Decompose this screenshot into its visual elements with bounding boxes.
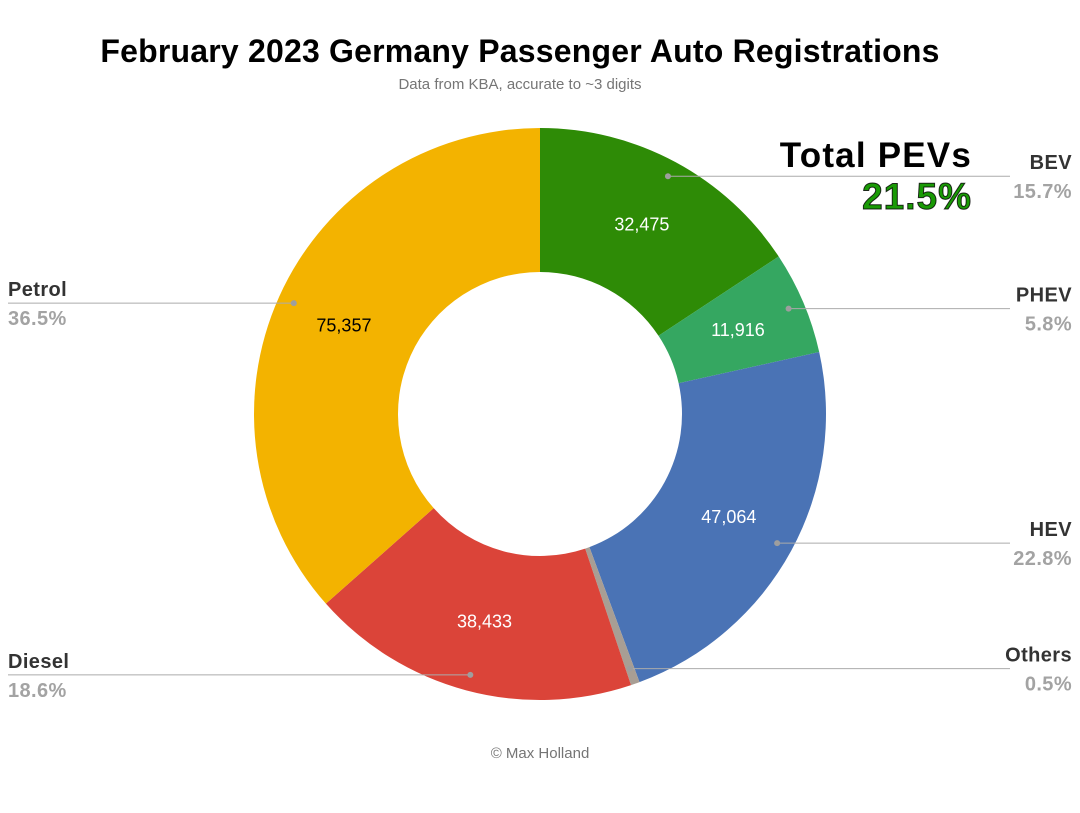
slice-petrol xyxy=(254,128,540,604)
slice-others xyxy=(585,547,640,686)
leader-dot-petrol xyxy=(290,300,297,307)
callout-pct-bev: 15.7% xyxy=(1013,181,1072,203)
leader-dot-hev xyxy=(774,540,781,547)
leader-dot-phev xyxy=(785,305,792,312)
credit-line: © Max Holland xyxy=(490,745,590,762)
total-pevs-value: 21.5% xyxy=(862,175,972,217)
callout-pct-petrol: 36.5% xyxy=(8,308,67,330)
slice-value-phev: 11,916 xyxy=(711,320,765,340)
callout-pct-others: 0.5% xyxy=(1025,674,1072,696)
callout-label-others: Others xyxy=(1005,645,1072,667)
callout-pct-diesel: 18.6% xyxy=(8,680,67,702)
callout-pct-phev: 5.8% xyxy=(1025,314,1072,336)
slice-phev xyxy=(658,256,820,384)
slice-bev xyxy=(540,128,779,336)
callout-label-hev: HEV xyxy=(1030,519,1073,541)
chart-subtitle: Data from KBA, accurate to ~3 digits xyxy=(398,76,642,93)
total-pevs-callout: Total PEVs 21.5% xyxy=(779,136,972,217)
leader-dot-bev xyxy=(664,173,671,180)
slice-value-diesel: 38,433 xyxy=(457,612,512,632)
chart-title: February 2023 Germany Passenger Auto Reg… xyxy=(100,33,940,69)
total-pevs-label: Total PEVs xyxy=(779,136,972,175)
callout-label-petrol: Petrol xyxy=(8,279,67,301)
slice-value-hev: 47,064 xyxy=(701,507,756,527)
slice-diesel xyxy=(325,508,632,700)
slice-value-bev: 32,475 xyxy=(614,215,669,235)
slice-hev xyxy=(589,351,826,683)
leader-dot-diesel xyxy=(467,671,474,678)
callout-label-diesel: Diesel xyxy=(8,651,69,673)
callout-label-bev: BEV xyxy=(1030,152,1073,174)
callout-pct-hev: 22.8% xyxy=(1013,548,1072,570)
callout-label-phev: PHEV xyxy=(1016,285,1072,307)
leader-dot-others xyxy=(626,665,633,672)
slice-value-petrol: 75,357 xyxy=(316,316,371,336)
